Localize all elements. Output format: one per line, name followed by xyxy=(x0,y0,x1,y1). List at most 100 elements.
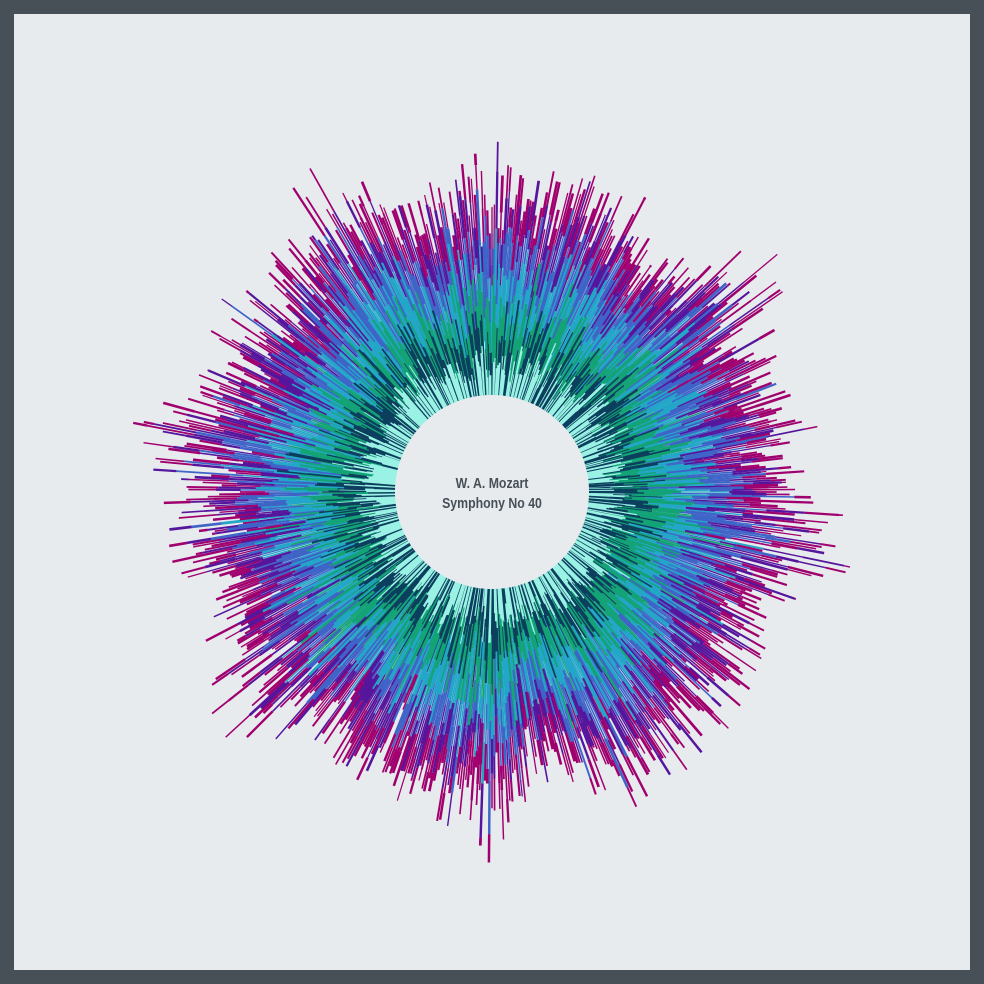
note-ray-segment xyxy=(320,420,340,431)
note-ray-segment xyxy=(618,450,649,460)
note-ray-segment xyxy=(312,293,330,313)
note-ray-segment xyxy=(459,215,465,254)
note-ray-segment xyxy=(470,284,477,330)
note-ray-segment xyxy=(374,299,391,324)
note-ray-segment xyxy=(287,324,322,353)
note-ray-segment xyxy=(576,367,598,393)
note-ray-segment xyxy=(338,396,368,416)
note-ray-segment xyxy=(550,341,562,364)
note-ray-segment xyxy=(220,335,252,355)
note-ray-segment xyxy=(625,535,657,548)
note-ray-segment xyxy=(219,337,241,351)
note-ray-segment xyxy=(579,354,600,379)
note-ray-segment xyxy=(237,496,258,500)
note-ray-segment xyxy=(625,280,644,305)
note-ray-segment xyxy=(513,294,520,323)
note-ray-segment xyxy=(677,707,703,737)
note-ray-segment xyxy=(580,440,605,454)
note-ray-segment xyxy=(618,351,652,381)
note-ray-segment xyxy=(153,423,198,434)
note-ray-segment xyxy=(687,282,728,318)
note-ray-segment xyxy=(661,608,691,630)
note-ray-segment xyxy=(698,577,724,590)
note-ray-segment xyxy=(325,435,351,446)
note-ray-segment xyxy=(339,262,354,284)
note-ray-segment xyxy=(638,311,662,336)
note-ray-segment xyxy=(456,218,462,240)
note-ray-segment xyxy=(547,244,556,270)
note-ray-segment xyxy=(323,235,358,286)
note-ray-segment xyxy=(464,198,470,233)
note-ray-segment xyxy=(651,258,669,280)
note-ray-segment xyxy=(402,406,423,426)
note-ray-segment xyxy=(372,473,397,480)
note-ray-segment xyxy=(271,398,297,412)
note-ray-segment xyxy=(570,548,603,573)
note-ray-segment xyxy=(706,373,744,393)
note-ray-segment xyxy=(635,417,652,427)
note-ray-segment xyxy=(316,370,350,395)
note-ray-segment xyxy=(568,216,581,248)
note-ray-segment xyxy=(485,327,489,357)
note-ray-segment xyxy=(642,545,665,556)
note-ray-segment xyxy=(683,582,706,595)
note-ray-segment xyxy=(307,468,332,474)
note-ray-segment xyxy=(602,365,630,391)
note-ray-segment xyxy=(194,475,229,481)
note-ray-segment xyxy=(326,379,363,405)
note-ray-segment xyxy=(456,273,464,305)
note-ray-segment xyxy=(450,271,463,326)
note-ray-segment xyxy=(714,441,736,449)
note-ray-segment xyxy=(332,280,356,311)
note-ray-segment xyxy=(544,398,555,412)
note-ray-segment xyxy=(333,210,360,256)
note-ray-segment xyxy=(383,270,400,301)
note-ray-segment xyxy=(578,534,611,552)
note-ray-segment xyxy=(300,303,316,319)
note-ray-segment xyxy=(626,265,641,286)
note-ray-segment xyxy=(602,229,613,250)
note-ray-segment xyxy=(324,398,354,417)
note-ray-segment xyxy=(535,278,542,296)
note-ray-segment xyxy=(359,227,379,265)
note-ray-segment xyxy=(592,559,627,584)
note-ray-segment xyxy=(401,370,421,396)
note-ray-segment xyxy=(583,225,595,251)
note-ray-segment xyxy=(313,316,344,346)
note-ray-segment xyxy=(627,411,661,430)
note-ray-segment xyxy=(302,308,343,348)
note-ray-segment xyxy=(475,784,479,806)
note-ray-segment xyxy=(580,340,594,359)
note-ray-segment xyxy=(751,495,795,498)
note-ray-segment xyxy=(360,245,375,271)
note-ray-segment xyxy=(583,293,599,319)
note-ray-segment xyxy=(744,577,766,587)
note-ray-segment xyxy=(298,473,341,480)
note-ray-segment xyxy=(394,408,419,431)
note-ray-segment xyxy=(412,364,426,384)
note-ray-segment xyxy=(625,581,653,602)
note-ray-segment xyxy=(521,308,529,336)
note-ray-segment xyxy=(616,334,630,350)
note-ray-segment xyxy=(713,404,738,415)
note-ray-segment xyxy=(556,359,571,382)
note-ray-segment xyxy=(426,286,438,317)
note-ray-segment xyxy=(356,757,369,781)
note-ray-segment xyxy=(269,425,312,440)
note-ray-segment xyxy=(608,499,649,505)
note-ray-segment xyxy=(408,289,419,311)
note-ray-segment xyxy=(342,192,348,202)
note-ray-segment xyxy=(624,493,666,496)
note-ray-segment xyxy=(659,561,677,571)
note-ray-segment xyxy=(343,378,372,400)
note-ray-segment xyxy=(685,510,726,517)
note-ray-segment xyxy=(432,287,442,315)
note-ray-segment xyxy=(498,724,502,766)
note-ray-segment xyxy=(741,452,763,458)
note-ray-segment xyxy=(251,395,288,411)
note-ray-segment xyxy=(279,435,316,447)
note-ray-segment xyxy=(281,370,312,390)
note-ray-segment xyxy=(645,390,659,400)
note-ray-segment xyxy=(637,372,662,391)
note-ray-segment xyxy=(679,448,715,457)
